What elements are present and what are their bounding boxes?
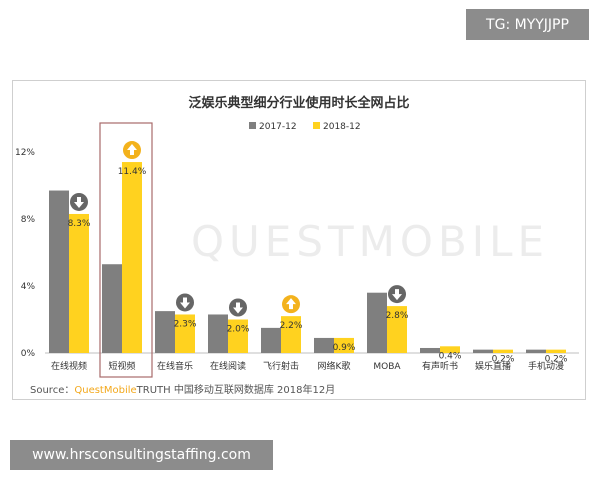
bar-2018 bbox=[387, 306, 407, 353]
source-prefix: Source： bbox=[30, 385, 75, 396]
bar-2018 bbox=[281, 316, 301, 353]
bar-2018 bbox=[546, 349, 566, 353]
bar-2018 bbox=[69, 213, 89, 353]
website-badge: www.hrsconsultingstaffing.com bbox=[10, 440, 273, 470]
arrow-down-icon bbox=[176, 293, 194, 312]
bar-2017 bbox=[208, 314, 228, 353]
data-label: 2.8% bbox=[386, 311, 409, 321]
bar-chart: QUESTMOBILE 泛娱乐典型细分行业使用时长全网占比 2017-12 2018… bbox=[15, 95, 579, 378]
bar-2017 bbox=[261, 327, 281, 353]
x-tick-label: 在线音乐 bbox=[157, 360, 193, 372]
arrow-up-icon bbox=[123, 141, 141, 160]
x-tick-label: MOBA bbox=[373, 362, 401, 372]
data-label: 2.3% bbox=[174, 319, 197, 329]
data-label: 8.3% bbox=[68, 219, 91, 229]
legend-label-1: 2018-12 bbox=[323, 122, 361, 132]
bar-2017 bbox=[314, 337, 334, 353]
bar-2018 bbox=[440, 346, 460, 353]
legend-label-0: 2017-12 bbox=[259, 122, 297, 132]
bar-2017 bbox=[102, 264, 122, 353]
bar-2017 bbox=[420, 347, 440, 353]
bar-2018 bbox=[228, 319, 248, 353]
bar-2017 bbox=[473, 349, 493, 353]
highlight-box bbox=[99, 122, 153, 378]
data-label: 0.2% bbox=[545, 355, 568, 365]
data-label: 0.4% bbox=[439, 351, 462, 361]
x-tick-label: 娱乐直播 bbox=[475, 360, 511, 372]
bar-2018 bbox=[334, 337, 354, 353]
data-label: 0.2% bbox=[492, 355, 515, 365]
data-label: 2.2% bbox=[280, 321, 303, 331]
tg-badge: TG: MYYJJPP bbox=[466, 9, 589, 40]
source-rest: TRUTH 中国移动互联网数据库 2018年12月 bbox=[136, 385, 336, 396]
legend-swatch-0 bbox=[249, 122, 256, 129]
bar-2018 bbox=[493, 349, 513, 353]
y-tick-label: 12% bbox=[15, 148, 35, 158]
bar-2018 bbox=[122, 162, 142, 353]
chart-panel: QUESTMOBILE 泛娱乐典型细分行业使用时长全网占比 2017-12 2018… bbox=[12, 80, 586, 400]
y-tick-label: 4% bbox=[21, 282, 36, 292]
arrow-down-icon bbox=[229, 298, 247, 317]
x-tick-label: 有声听书 bbox=[422, 360, 458, 372]
x-tick-label: 飞行射击 bbox=[263, 360, 299, 372]
bar-2018 bbox=[175, 314, 195, 353]
data-label: 2.0% bbox=[227, 325, 250, 335]
x-tick-label: 在线阅读 bbox=[210, 360, 246, 372]
data-label: 0.9% bbox=[333, 343, 356, 353]
x-tick-label: 手机动漫 bbox=[528, 360, 564, 372]
bar-2017 bbox=[49, 190, 69, 353]
legend-swatch-1 bbox=[313, 122, 320, 129]
x-tick-label: 短视频 bbox=[108, 360, 135, 372]
source-note: Source：QuestMobileTRUTH 中国移动互联网数据库 2018年… bbox=[30, 381, 335, 396]
bar-2017 bbox=[526, 349, 546, 353]
arrow-down-icon bbox=[388, 285, 406, 304]
bar-2017 bbox=[367, 292, 387, 353]
bar-2017 bbox=[155, 311, 175, 353]
arrow-up-icon bbox=[282, 295, 300, 314]
source-brand: QuestMobile bbox=[74, 385, 137, 396]
watermark-text: QUESTMOBILE bbox=[191, 217, 549, 266]
chart-title: 泛娱乐典型细分行业使用时长全网占比 bbox=[188, 95, 409, 111]
y-tick-label: 0% bbox=[21, 349, 36, 359]
y-tick-label: 8% bbox=[21, 215, 36, 225]
x-tick-label: 网络K歌 bbox=[318, 360, 351, 372]
x-tick-label: 在线视频 bbox=[51, 360, 87, 372]
arrow-down-icon bbox=[70, 192, 88, 211]
data-label: 11.4% bbox=[118, 167, 147, 177]
